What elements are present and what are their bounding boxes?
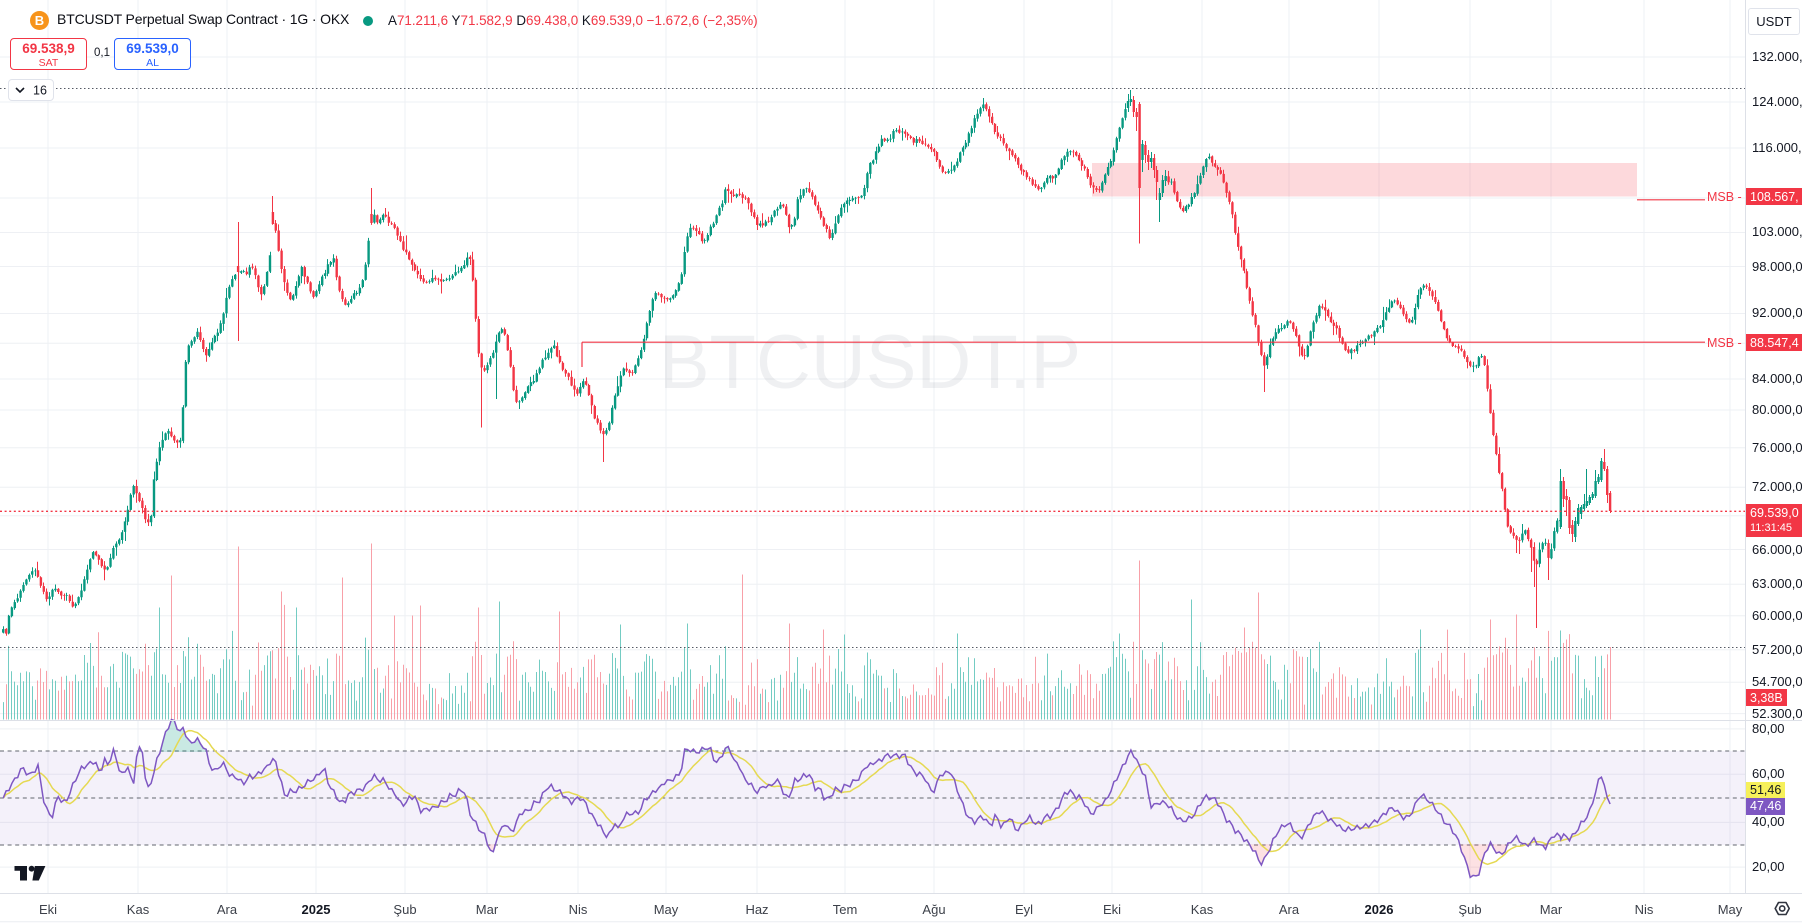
svg-text:16: 16 [33,84,47,98]
svg-text:BTCUSDT.P: BTCUSDT.P [659,320,1081,405]
